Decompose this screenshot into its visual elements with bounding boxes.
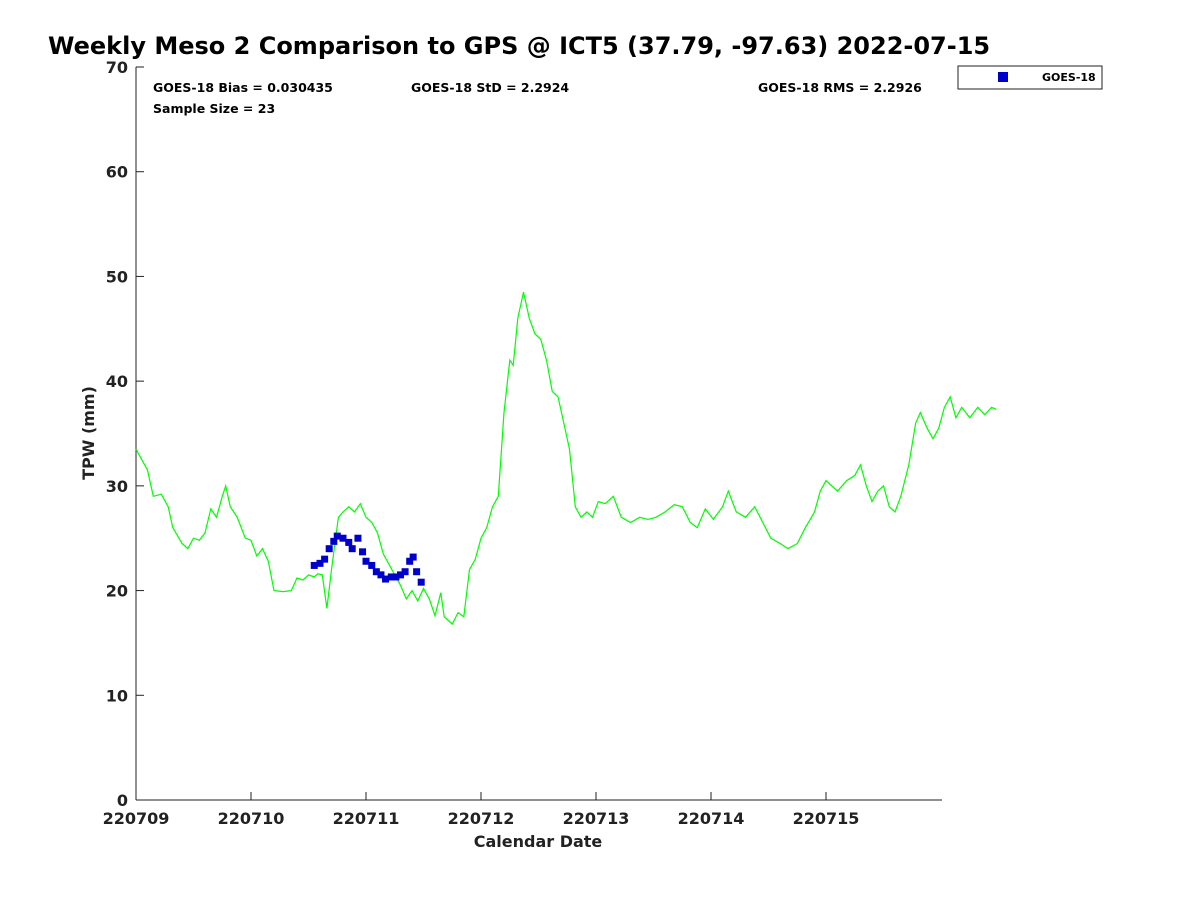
goes18-point (316, 559, 324, 567)
goes18-point (348, 545, 356, 553)
x-tick-label: 220714 (678, 809, 745, 828)
legend-marker-goes18 (998, 72, 1008, 82)
goes18-point (339, 534, 347, 542)
goes18-point (413, 568, 421, 576)
goes18-point (409, 553, 417, 561)
y-tick-label: 50 (106, 267, 128, 286)
goes18-point (362, 557, 370, 565)
goes18-point (417, 578, 425, 586)
goes18-point (330, 537, 338, 545)
y-tick-label: 0 (117, 791, 128, 810)
goes18-point (372, 568, 380, 576)
gps-series-line (135, 291, 997, 626)
goes18-point (387, 573, 395, 581)
x-tick-label: 220709 (103, 809, 170, 828)
x-tick-label: 220712 (448, 809, 515, 828)
goes18-point (392, 573, 400, 581)
y-tick-label: 30 (106, 477, 128, 496)
y-ticks: 0 10 20 30 40 50 60 70 (106, 58, 144, 810)
rms-stat: GOES-18 RMS = 2.2926 (758, 80, 922, 95)
x-tick-label: 220715 (793, 809, 860, 828)
goes18-point (377, 571, 385, 579)
y-tick-label: 70 (106, 58, 128, 77)
goes18-point (310, 561, 318, 569)
sample-size-stat: Sample Size = 23 (153, 101, 275, 116)
x-axis-label: Calendar Date (474, 832, 603, 851)
y-axis-label: TPW (mm) (79, 386, 98, 480)
goes18-point (406, 557, 414, 565)
x-ticks: 220709 220710 220711 220712 220713 220714 2207… (103, 792, 860, 828)
goes18-point (354, 534, 362, 542)
y-tick-label: 60 (106, 163, 128, 182)
legend: GOES-18 (957, 65, 1103, 90)
x-tick-label: 220713 (563, 809, 630, 828)
goes18-point (325, 545, 333, 553)
goes18-point (382, 575, 390, 583)
goes18-point (368, 561, 376, 569)
goes18-point (397, 571, 404, 579)
legend-box (957, 65, 1103, 90)
goes18-point (345, 538, 353, 546)
bias-stat: GOES-18 Bias = 0.030435 (153, 80, 333, 95)
std-stat: GOES-18 StD = 2.2924 (411, 80, 569, 95)
x-tick-label: 220710 (218, 809, 285, 828)
plot-area (135, 291, 997, 626)
legend-label-goes18: GOES-18 (1042, 71, 1096, 84)
y-tick-label: 10 (106, 686, 128, 705)
chart-title: Weekly Meso 2 Comparison to GPS @ ICT5 (… (48, 32, 990, 60)
goes18-point (401, 568, 409, 576)
y-tick-label: 40 (106, 372, 128, 391)
goes18-point (333, 532, 341, 540)
x-tick-label: 220711 (333, 809, 400, 828)
y-tick-label: 20 (106, 582, 128, 601)
goes18-point (321, 555, 329, 563)
goes18-point (359, 548, 367, 556)
